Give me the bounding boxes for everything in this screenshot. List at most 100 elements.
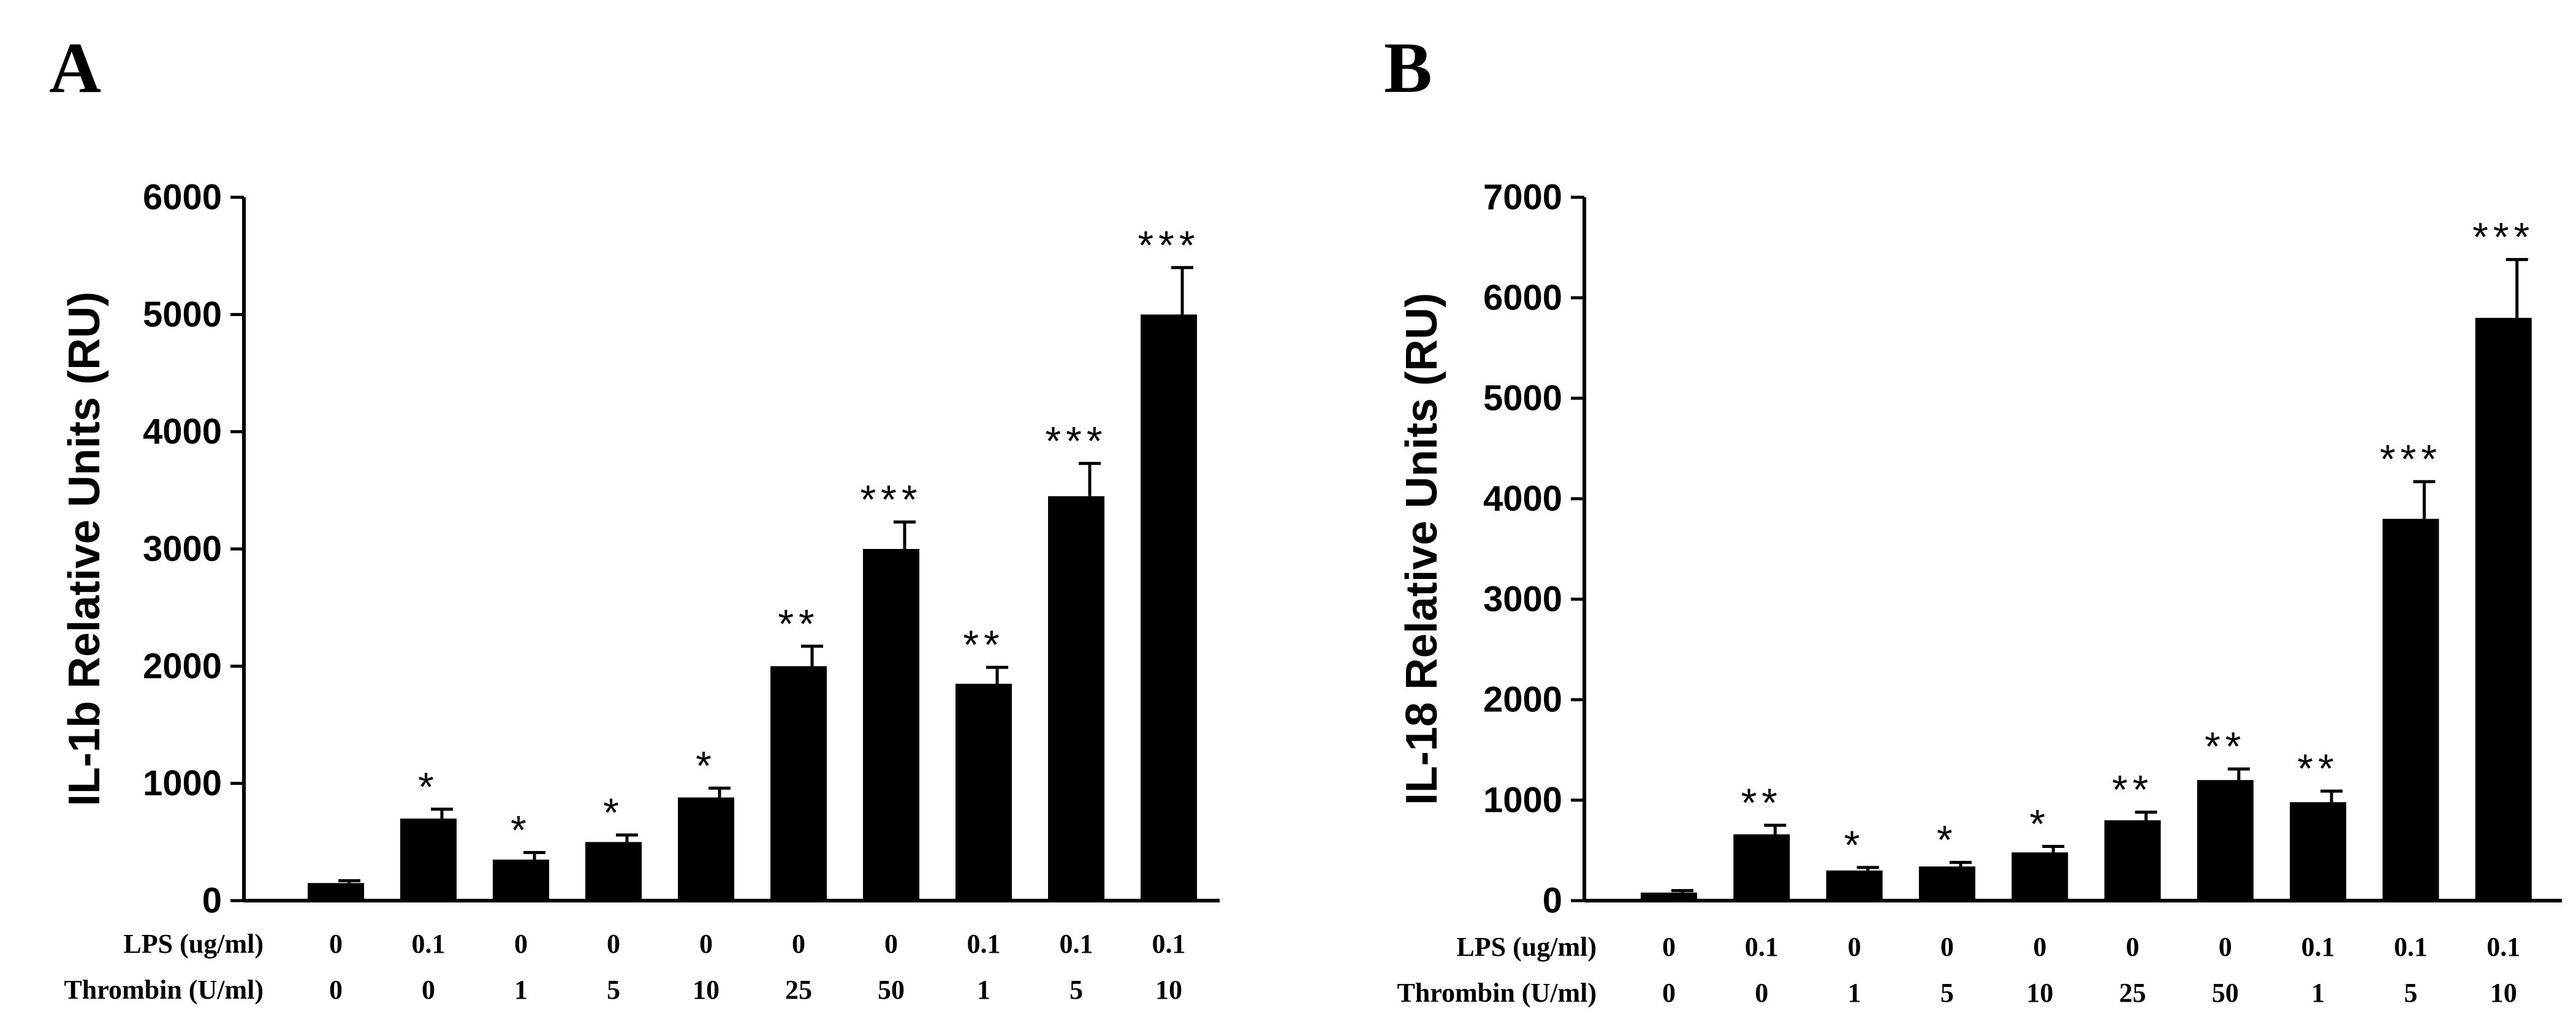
chart1-bar <box>2104 820 2161 901</box>
chart0-significance-label: *** <box>860 477 922 522</box>
chart0-bar <box>1048 496 1104 901</box>
chart1-thrombin-value: 0 <box>1662 978 1676 1008</box>
chart1-lps-row-label: LPS (ug/ml) <box>1456 932 1597 962</box>
chart0-y-tick-label: 4000 <box>143 412 222 452</box>
chart1-thrombin-value: 25 <box>2119 978 2146 1008</box>
chart1-significance-label: ** <box>1741 780 1782 825</box>
chart0-lps-value: 0.1 <box>1060 929 1093 959</box>
chart0-lps-value: 0 <box>884 929 898 959</box>
chart1-y-tick-label: 7000 <box>1483 178 1562 217</box>
chart1-lps-value: 0 <box>2033 932 2046 962</box>
chart1-bar <box>1733 834 1790 901</box>
chart1-bar <box>2475 317 2532 901</box>
chart1-bar <box>1918 866 1975 901</box>
chart1-thrombin-value: 1 <box>1848 978 1861 1008</box>
chart1-y-tick-label: 2000 <box>1483 680 1562 720</box>
chart0-y-tick-label: 6000 <box>143 178 222 217</box>
chart0-lps-value: 0.1 <box>967 929 1001 959</box>
chart1-significance-label: * <box>1844 822 1865 868</box>
chart0-thrombin-value: 10 <box>1155 975 1182 1005</box>
chart1-bar <box>2382 518 2439 901</box>
chart0-thrombin-row-label: Thrombin (U/ml) <box>64 975 264 1005</box>
chart1-significance-label: * <box>1937 817 1958 863</box>
chart1-lps-value: 0 <box>2219 932 2232 962</box>
chart0-y-tick-label: 3000 <box>143 529 222 569</box>
chart1-y-tick-label: 0 <box>1543 881 1562 921</box>
chart0-thrombin-value: 1 <box>977 975 990 1005</box>
chart0-bar <box>585 842 642 901</box>
chart1-thrombin-value: 10 <box>2490 978 2517 1008</box>
chart1-y-tick-label: 6000 <box>1483 278 1562 318</box>
chart0-thrombin-value: 0 <box>422 975 435 1005</box>
chart0-thrombin-value: 5 <box>607 975 620 1005</box>
chart1-y-axis-label: IL-18 Relative Units (RU) <box>1397 293 1446 805</box>
chart0-significance-label: *** <box>1045 418 1107 463</box>
chart0-lps-value: 0 <box>792 929 805 959</box>
chart0-thrombin-value: 1 <box>514 975 528 1005</box>
chart0-bar <box>678 797 734 901</box>
chart1-lps-value: 0 <box>1662 932 1676 962</box>
chart1-lps-value: 0.1 <box>2487 932 2520 962</box>
chart0-y-tick-label: 0 <box>202 881 222 921</box>
chart0-significance-label: ** <box>778 601 819 646</box>
chart1-bar <box>2012 852 2069 901</box>
chart0-bar <box>493 860 549 901</box>
chart0-y-tick-label: 1000 <box>143 763 222 803</box>
chart1-significance-label: * <box>2029 801 2050 846</box>
chart1-significance-label: ** <box>2112 767 2153 812</box>
chart1-significance-label: *** <box>2380 436 2442 482</box>
chart1-thrombin-value: 0 <box>1755 978 1768 1008</box>
chart0-thrombin-value: 50 <box>878 975 905 1005</box>
chart1-thrombin-value: 5 <box>1940 978 1954 1008</box>
chart1-y-tick-label: 4000 <box>1483 479 1562 519</box>
chart0-lps-value: 0 <box>329 929 343 959</box>
chart1-y-tick-label: 3000 <box>1483 580 1562 619</box>
chart1-significance-label: ** <box>2297 746 2338 791</box>
chart1-y-tick-label: 1000 <box>1483 781 1562 820</box>
chart1-significance-label: *** <box>2472 214 2534 260</box>
chart0-lps-value: 0 <box>607 929 620 959</box>
chart1-y-tick-label: 5000 <box>1483 379 1562 418</box>
chart1-thrombin-row-label: Thrombin (U/ml) <box>1397 978 1597 1008</box>
chart1-panel-letter: B <box>1384 28 1432 108</box>
chart0-significance-label: * <box>511 808 531 853</box>
chart1-thrombin-value: 50 <box>2212 978 2239 1008</box>
chart1-lps-value: 0 <box>1848 932 1861 962</box>
chart0-lps-value: 0.1 <box>1152 929 1186 959</box>
chart0-bar <box>863 549 919 901</box>
chart0-panel-letter: A <box>49 28 101 108</box>
chart1-bar <box>2197 780 2254 901</box>
chart0-thrombin-value: 25 <box>785 975 812 1005</box>
chart1-bar <box>2290 802 2347 901</box>
chart0-significance-label: * <box>603 790 624 835</box>
chart1-thrombin-value: 1 <box>2311 978 2325 1008</box>
chart0-bar <box>400 819 457 901</box>
chart0-thrombin-value: 5 <box>1070 975 1083 1005</box>
chart0-thrombin-value: 10 <box>693 975 720 1005</box>
chart1-bar <box>1826 870 1883 901</box>
chart0-significance-label: ** <box>963 622 1004 667</box>
chart0-significance-label: *** <box>1138 222 1199 268</box>
chart0-thrombin-value: 0 <box>329 975 343 1005</box>
chart0-y-tick-label: 2000 <box>143 646 222 686</box>
chart0-significance-label: * <box>696 743 716 788</box>
chart0-lps-row-label: LPS (ug/ml) <box>123 929 264 959</box>
chart0-bar <box>956 684 1012 901</box>
chart1-thrombin-value: 5 <box>2404 978 2417 1008</box>
chart0-bar <box>770 666 827 901</box>
chart0-lps-value: 0.1 <box>412 929 446 959</box>
chart1-lps-value: 0.1 <box>2394 932 2428 962</box>
chart1-lps-value: 0 <box>1940 932 1954 962</box>
chart0-y-tick-label: 5000 <box>143 295 222 335</box>
chart1-bar <box>1641 892 1697 901</box>
chart1-thrombin-value: 10 <box>2026 978 2053 1008</box>
chart1-lps-value: 0.1 <box>2301 932 2335 962</box>
chart0-significance-label: * <box>418 764 439 809</box>
chart0-lps-value: 0 <box>514 929 528 959</box>
chart0-bar <box>1141 314 1197 901</box>
chart1-significance-label: ** <box>2205 724 2246 769</box>
chart1-lps-value: 0 <box>2126 932 2140 962</box>
chart0-y-axis-label: IL-1b Relative Units (RU) <box>60 292 109 806</box>
chart0-bar <box>308 883 364 901</box>
